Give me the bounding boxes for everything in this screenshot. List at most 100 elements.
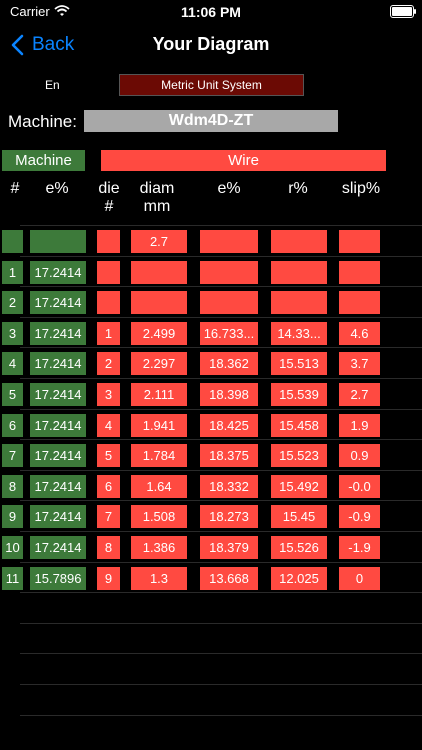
slip-cell[interactable]: 0.9	[339, 444, 380, 468]
column-header-diam-line2: mm	[143, 198, 171, 215]
row-separator	[20, 439, 422, 441]
r-cell[interactable]: 15.539	[271, 383, 327, 406]
diam-cell[interactable]: 2.499	[131, 321, 187, 345]
back-label: Back	[32, 34, 75, 55]
language-toggle[interactable]: En	[45, 78, 60, 92]
wifi-icon	[54, 5, 70, 16]
machine-e-cell: 17.2414	[30, 413, 86, 437]
slip-cell[interactable]	[339, 291, 380, 315]
slip-cell[interactable]: 0	[339, 566, 380, 590]
unit-system-button[interactable]: Metric Unit System	[119, 74, 304, 96]
column-header-die-line2: #	[104, 198, 114, 215]
machine-e-cell	[30, 230, 86, 253]
row-separator	[20, 225, 422, 226]
diam-cell[interactable]: 2.297	[131, 352, 187, 376]
row-index-cell	[2, 230, 23, 253]
diam-cell[interactable]: 2.7	[131, 230, 187, 253]
diam-cell[interactable]: 1.3	[131, 566, 187, 590]
diam-cell[interactable]: 1.784	[131, 444, 187, 468]
r-cell[interactable]	[271, 291, 327, 315]
machine-e-cell: 17.2414	[30, 474, 86, 498]
die-cell[interactable]: 1	[97, 321, 120, 345]
wire-e-cell	[200, 230, 258, 253]
wire-e-cell[interactable]: 18.332	[200, 474, 258, 498]
r-cell[interactable]: 15.458	[271, 413, 327, 437]
wire-e-cell[interactable]: 16.733...	[200, 321, 258, 345]
row-separator	[20, 714, 422, 716]
wire-e-cell[interactable]: 18.362	[200, 352, 258, 376]
row-index-cell: 7	[2, 444, 23, 468]
battery-icon	[390, 5, 416, 18]
slip-cell[interactable]: -0.9	[339, 505, 380, 529]
wire-e-cell[interactable]: 18.273	[200, 505, 258, 529]
wire-e-cell[interactable]: 18.425	[200, 413, 258, 437]
r-cell[interactable]: 12.025	[271, 566, 327, 590]
machine-e-cell: 17.2414	[30, 260, 86, 284]
row-separator	[20, 408, 422, 410]
column-header-wire-e: e%	[217, 180, 241, 197]
navigation-bar: Back Your Diagram	[0, 24, 422, 66]
wire-e-cell[interactable]: 18.398	[200, 383, 258, 406]
slip-cell[interactable]: -0.0	[339, 474, 380, 498]
diam-cell[interactable]: 1.941	[131, 413, 187, 437]
slip-cell[interactable]: 3.7	[339, 352, 380, 376]
column-header-index: #	[10, 180, 20, 197]
slip-cell[interactable]: -1.9	[339, 536, 380, 559]
wire-e-cell[interactable]: 13.668	[200, 566, 258, 590]
diam-cell[interactable]: 1.64	[131, 474, 187, 498]
r-cell[interactable]: 15.526	[271, 536, 327, 559]
diam-cell[interactable]: 2.111	[131, 383, 187, 406]
wire-e-cell[interactable]: 18.375	[200, 444, 258, 468]
column-header-die-line1: die	[98, 180, 120, 197]
die-cell[interactable]: 4	[97, 413, 120, 437]
die-cell[interactable]: 9	[97, 566, 120, 590]
diam-cell[interactable]	[131, 260, 187, 284]
machine-name-field[interactable]: Wdm4D-ZT	[84, 110, 338, 132]
row-index-cell: 6	[2, 413, 23, 437]
r-cell	[271, 230, 327, 253]
row-separator	[20, 653, 422, 655]
wire-e-cell[interactable]	[200, 260, 258, 284]
row-index-cell: 1	[2, 260, 23, 284]
diam-cell[interactable]: 1.508	[131, 505, 187, 529]
row-index-cell: 10	[2, 536, 23, 559]
r-cell[interactable]: 15.523	[271, 444, 327, 468]
die-cell[interactable]: 5	[97, 444, 120, 468]
machine-e-cell: 17.2414	[30, 291, 86, 315]
page-title: Your Diagram	[152, 34, 270, 54]
diam-cell[interactable]: 1.386	[131, 536, 187, 559]
row-index-cell: 11	[2, 566, 23, 590]
row-separator	[20, 347, 422, 349]
r-cell[interactable]: 15.492	[271, 474, 327, 498]
slip-cell[interactable]: 4.6	[339, 321, 380, 345]
column-header-die: die #	[95, 180, 123, 216]
diam-cell[interactable]	[131, 291, 187, 315]
slip-cell	[339, 230, 380, 253]
row-index-cell: 9	[2, 505, 23, 529]
row-index-cell: 3	[2, 321, 23, 345]
die-cell[interactable]	[97, 260, 120, 284]
content-area	[0, 66, 422, 750]
column-header-slip: slip%	[341, 180, 381, 197]
machine-e-cell: 17.2414	[30, 536, 86, 559]
row-index-cell: 5	[2, 383, 23, 406]
back-button[interactable]: Back	[8, 32, 74, 58]
r-cell[interactable]: 15.513	[271, 352, 327, 376]
r-cell[interactable]	[271, 260, 327, 284]
die-cell[interactable]	[97, 291, 120, 315]
die-cell[interactable]: 6	[97, 474, 120, 498]
die-cell[interactable]: 7	[97, 505, 120, 529]
wire-e-cell[interactable]: 18.379	[200, 536, 258, 559]
row-separator	[20, 622, 422, 624]
slip-cell[interactable]: 1.9	[339, 413, 380, 437]
r-cell[interactable]: 15.45	[271, 505, 327, 529]
die-cell[interactable]: 3	[97, 383, 120, 406]
slip-cell[interactable]: 2.7	[339, 383, 380, 406]
die-cell[interactable]: 8	[97, 536, 120, 559]
slip-cell[interactable]	[339, 260, 380, 284]
row-separator	[20, 469, 422, 471]
r-cell[interactable]: 14.33...	[271, 321, 327, 345]
wire-e-cell[interactable]	[200, 291, 258, 315]
die-cell[interactable]: 2	[97, 352, 120, 376]
status-time: 11:06 PM	[181, 4, 241, 20]
